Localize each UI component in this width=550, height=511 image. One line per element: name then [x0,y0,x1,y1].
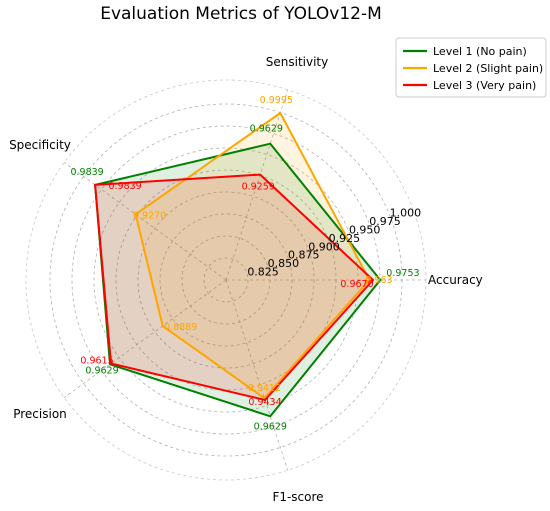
data-label: 0.9615 [80,356,113,367]
axis-label: Precision [13,407,67,421]
series-layer [94,112,382,418]
series-fill [135,113,370,399]
tick-label: 1.000 [390,207,422,220]
data-label: 0.9839 [108,181,141,192]
axis-label: Accuracy [428,273,483,287]
tick-label: 0.900 [308,240,340,253]
grid-circle [137,191,315,369]
series-fill [95,174,373,400]
grid-circle [203,257,249,303]
tick-label: 0.950 [349,223,381,236]
legend-label: Level 1 (No pain) [433,45,527,58]
tick-label: 0.975 [369,215,401,228]
data-label: 0.9259 [242,182,275,193]
data-label: 0.9270 [133,210,166,221]
data-label: 0.9753 [386,268,419,279]
data-label: 0.9434 [248,397,281,408]
series-line [134,112,371,400]
data-label: 0.9629 [254,421,287,432]
data-label: 0.9629 [85,365,118,376]
tick-label: 0.875 [288,249,320,262]
axis-labels: Accuracy Sensitivity Specificity Precision F… [9,55,483,504]
tick-label: 0.825 [247,266,279,279]
data-label: 0.963 [365,275,392,286]
legend: Level 1 (No pain) Level 2 (Slight pain) Le… [395,37,547,98]
legend-label: Level 2 (Slight pain) [433,62,543,75]
chart-title: Evaluation Metrics of YOLOv12-M [100,4,382,24]
tick-label: 0.925 [329,232,361,245]
tick-label: 0.850 [268,257,300,270]
data-label: 0.9412 [248,383,281,394]
axis-label: Sensitivity [266,55,328,69]
axis-label: Specificity [9,138,71,152]
series-line [94,173,374,401]
legend-box [395,37,547,98]
data-label: 0.8889 [164,322,197,333]
data-label: 0.9629 [250,124,283,135]
legend-label: Level 3 (Very pain) [433,79,536,92]
data-label: 0.9670 [340,279,373,290]
data-label: 0.9995 [260,95,293,106]
data-label: 0.9839 [70,167,103,178]
data-labels: 0.9753 0.9629 0.9839 0.9629 0.9629 0.963 0.999… [70,95,419,432]
axis-label: F1-score [272,490,323,504]
